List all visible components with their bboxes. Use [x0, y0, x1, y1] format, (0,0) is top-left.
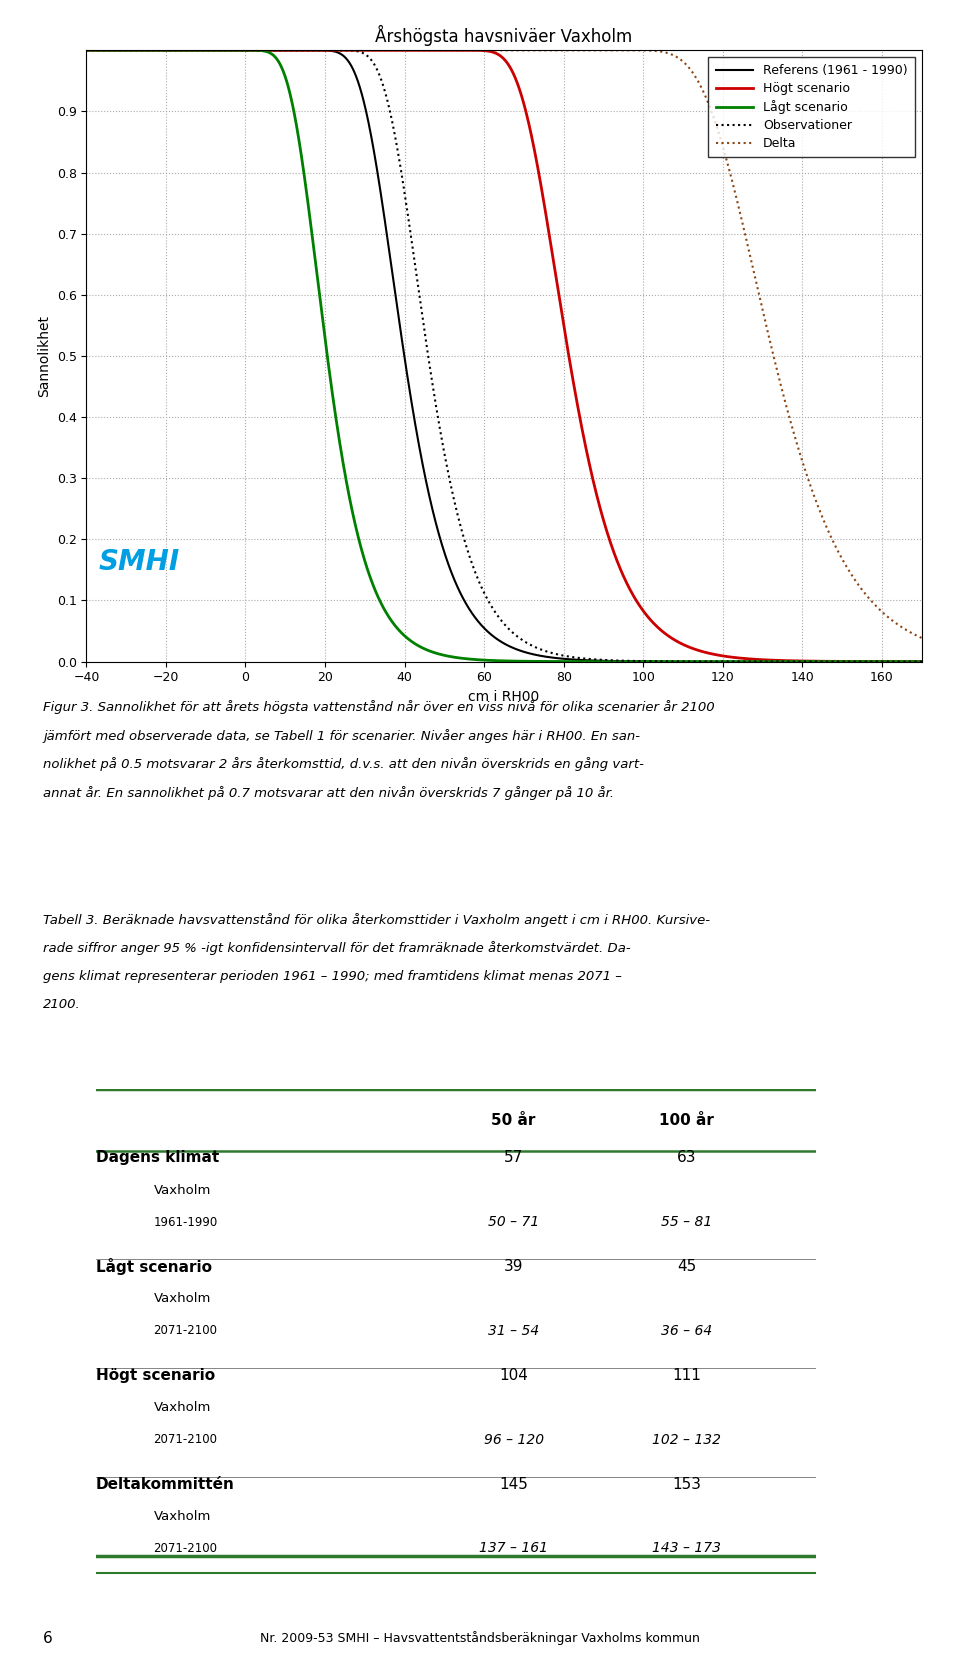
Text: 2071-2100: 2071-2100 — [154, 1541, 218, 1554]
Text: jämfört med observerade data, se Tabell 1 för scenarier. Nivåer anges här i RH00: jämfört med observerade data, se Tabell … — [43, 729, 640, 742]
Text: 96 – 120: 96 – 120 — [484, 1432, 543, 1447]
Text: 145: 145 — [499, 1477, 528, 1491]
Text: 2071-2100: 2071-2100 — [154, 1325, 218, 1337]
Text: 50 – 71: 50 – 71 — [488, 1214, 540, 1229]
Text: rade siffror anger 95 % -igt konfidensintervall för det framräknade återkomstvär: rade siffror anger 95 % -igt konfidensin… — [43, 941, 631, 955]
Text: annat år. En sannolikhet på 0.7 motsvarar att den nivån överskrids 7 gånger på 1: annat år. En sannolikhet på 0.7 motsvara… — [43, 786, 614, 799]
Text: Nr. 2009-53 SMHI – Havsvattentståndsberäkningar Vaxholms kommun: Nr. 2009-53 SMHI – Havsvattentståndsberä… — [260, 1631, 700, 1645]
Text: 143 – 173: 143 – 173 — [652, 1541, 721, 1556]
Text: 111: 111 — [672, 1368, 701, 1384]
Text: Figur 3. Sannolikhet för att årets högsta vattenstånd når över en viss nivå för : Figur 3. Sannolikhet för att årets högst… — [43, 700, 715, 714]
X-axis label: cm i RH00: cm i RH00 — [468, 690, 540, 703]
Text: Vaxholm: Vaxholm — [154, 1291, 211, 1305]
Text: 39: 39 — [504, 1260, 523, 1275]
Text: 31 – 54: 31 – 54 — [488, 1323, 540, 1338]
Text: 57: 57 — [504, 1151, 523, 1166]
Text: 102 – 132: 102 – 132 — [652, 1432, 721, 1447]
Text: Tabell 3. Beräknade havsvattenstånd för olika återkomsttider i Vaxholm angett i : Tabell 3. Beräknade havsvattenstånd för … — [43, 913, 710, 926]
Text: 153: 153 — [672, 1477, 701, 1491]
Text: 36 – 64: 36 – 64 — [660, 1323, 712, 1338]
Text: 45: 45 — [677, 1260, 696, 1275]
Text: 104: 104 — [499, 1368, 528, 1384]
Text: Vaxholm: Vaxholm — [154, 1184, 211, 1196]
Text: Dagens klimat: Dagens klimat — [96, 1151, 219, 1166]
Text: Högt scenario: Högt scenario — [96, 1368, 215, 1384]
Text: nolikhet på 0.5 motsvarar 2 års återkomsttid, d.v.s. att den nivån överskrids en: nolikhet på 0.5 motsvarar 2 års återkoms… — [43, 757, 644, 770]
Text: 2100.: 2100. — [43, 998, 81, 1012]
Text: 55 – 81: 55 – 81 — [660, 1214, 712, 1229]
Text: Vaxholm: Vaxholm — [154, 1400, 211, 1414]
Title: Årshögsta havsniväer Vaxholm: Årshögsta havsniväer Vaxholm — [375, 25, 633, 45]
Text: 6: 6 — [43, 1631, 53, 1645]
Text: Lågt scenario: Lågt scenario — [96, 1258, 212, 1275]
Text: Deltakommittén: Deltakommittén — [96, 1477, 235, 1491]
Text: SMHI: SMHI — [98, 548, 180, 576]
Text: 137 – 161: 137 – 161 — [479, 1541, 548, 1556]
Legend: Referens (1961 - 1990), Högt scenario, Lågt scenario, Observationer, Delta: Referens (1961 - 1990), Högt scenario, L… — [708, 57, 915, 157]
Text: 2071-2100: 2071-2100 — [154, 1434, 218, 1446]
Text: 100 år: 100 år — [659, 1114, 714, 1129]
Text: Vaxholm: Vaxholm — [154, 1509, 211, 1523]
Text: 1961-1990: 1961-1990 — [154, 1216, 218, 1229]
Text: gens klimat representerar perioden 1961 – 1990; med framtidens klimat menas 2071: gens klimat representerar perioden 1961 … — [43, 970, 622, 983]
Y-axis label: Sannolikhet: Sannolikhet — [37, 315, 51, 397]
Text: 50 år: 50 år — [492, 1114, 536, 1129]
Text: 63: 63 — [677, 1151, 696, 1166]
